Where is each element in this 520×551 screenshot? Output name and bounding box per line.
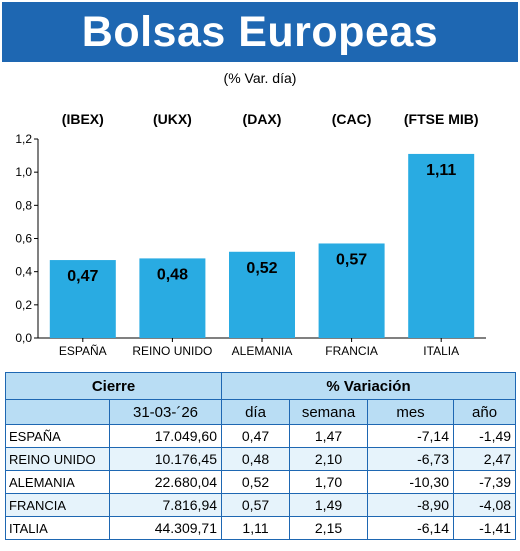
y-tick-label: 1,2	[15, 132, 32, 146]
y-axis: 0,0 0,2 0,4 0,6 0,8 1,0 1,2	[15, 132, 486, 345]
row-country: ITALIA	[5, 516, 110, 540]
row-country: ESPAÑA	[5, 424, 110, 448]
index-label: (IBEX)	[62, 111, 104, 127]
header-semana: semana	[289, 399, 369, 425]
table-row: FRANCIA 7.816,94 0,57 1,49 -8,90 -4,08	[5, 493, 517, 517]
header-dia: día	[221, 399, 291, 425]
index-label: (UKX)	[153, 111, 192, 127]
category-label: ESPAÑA	[59, 344, 107, 358]
bar-value-label: 1,11	[426, 162, 456, 179]
row-mes: -8,90	[367, 493, 455, 517]
row-cierre: 7.816,94	[108, 493, 223, 517]
chart-subtitle: (% Var. día)	[223, 70, 297, 86]
row-country: ALEMANIA	[5, 470, 110, 494]
row-cierre: 44.309,71	[108, 516, 223, 540]
bar-value-label: 0,52	[246, 260, 277, 277]
row-ano: 2,47	[453, 447, 517, 471]
row-dia: 0,47	[221, 424, 291, 448]
row-cierre: 10.176,45	[108, 447, 223, 471]
category-label: FRANCIA	[325, 344, 378, 358]
table-row: ITALIA 44.309,71 1,11 2,15 -6,14 -1,41	[5, 516, 517, 540]
y-tick-label: 0,8	[15, 198, 32, 212]
row-ano: -4,08	[453, 493, 517, 517]
category-label: ITALIA	[423, 344, 459, 358]
y-tick-label: 0,2	[15, 298, 32, 312]
table-header-row: Cierre % Variación	[4, 372, 517, 400]
table-row: ESPAÑA 17.049,60 0,47 1,47 -7,14 -1,49	[5, 424, 517, 448]
row-mes: -10,30	[367, 470, 455, 494]
category-label: REINO UNIDO	[132, 344, 212, 358]
index-label: (FTSE MIB)	[404, 111, 479, 127]
row-cierre: 17.049,60	[108, 424, 223, 448]
table-row: REINO UNIDO 10.176,45 0,48 2,10 -6,73 2,47	[5, 447, 517, 471]
category-label: ALEMANIA	[232, 344, 293, 358]
bar-value-label: 0,57	[336, 251, 367, 268]
bar	[318, 243, 385, 338]
bar-value-label: 0,48	[157, 266, 188, 283]
row-cierre: 22.680,04	[108, 470, 223, 494]
bar	[408, 153, 475, 338]
index-label: (CAC)	[332, 111, 372, 127]
header-cierre: Cierre	[4, 372, 223, 400]
row-mes: -6,14	[367, 516, 455, 540]
header-variacion: % Variación	[221, 372, 517, 400]
row-dia: 0,52	[221, 470, 291, 494]
table-subheader-row: 31-03-´26 día semana mes año	[5, 399, 517, 425]
row-dia: 0,57	[221, 493, 291, 517]
bar	[49, 260, 116, 338]
bar	[229, 251, 295, 338]
header-mes: mes	[367, 399, 455, 425]
markets-table: Cierre % Variación 31-03-´26 día semana …	[4, 372, 517, 540]
category-labels: ESPAÑA REINO UNIDO ALEMANIA FRANCIA ITALIA	[59, 338, 459, 358]
header-blank	[5, 399, 110, 425]
header-date: 31-03-´26	[108, 399, 223, 425]
row-dia: 1,11	[221, 516, 291, 540]
bar-chart: (IBEX) (UKX) (DAX) (CAC) (FTSE MIB) 0,00,20,…	[15, 111, 486, 358]
row-country: REINO UNIDO	[5, 447, 110, 471]
row-semana: 1,47	[289, 424, 369, 448]
row-ano: -1,41	[453, 516, 517, 540]
row-ano: -7,39	[453, 470, 517, 494]
row-dia: 0,48	[221, 447, 291, 471]
bar	[139, 258, 206, 338]
y-tick-label: 0,0	[15, 331, 32, 345]
table-row: ALEMANIA 22.680,04 0,52 1,70 -10,30 -7,39	[5, 470, 517, 494]
bar-value-label: 0,47	[67, 268, 98, 285]
row-country: FRANCIA	[5, 493, 110, 517]
row-semana: 1,49	[289, 493, 369, 517]
row-mes: -7,14	[367, 424, 455, 448]
y-tick-label: 0,4	[15, 265, 32, 279]
index-labels: (IBEX) (UKX) (DAX) (CAC) (FTSE MIB)	[62, 111, 479, 127]
row-mes: -6,73	[367, 447, 455, 471]
row-ano: -1,49	[453, 424, 517, 448]
y-tick-label: 0,6	[15, 232, 32, 246]
header-ano: año	[453, 399, 517, 425]
row-semana: 2,15	[289, 516, 369, 540]
page-title: Bolsas Europeas	[81, 8, 439, 56]
row-semana: 1,70	[289, 470, 369, 494]
y-tick-label: 1,0	[15, 165, 32, 179]
bars: 0,47 0,48 0,52 0,57 1,11	[49, 153, 475, 338]
index-label: (DAX)	[243, 111, 282, 127]
row-semana: 2,10	[289, 447, 369, 471]
title-banner: Bolsas Europeas	[2, 2, 518, 62]
